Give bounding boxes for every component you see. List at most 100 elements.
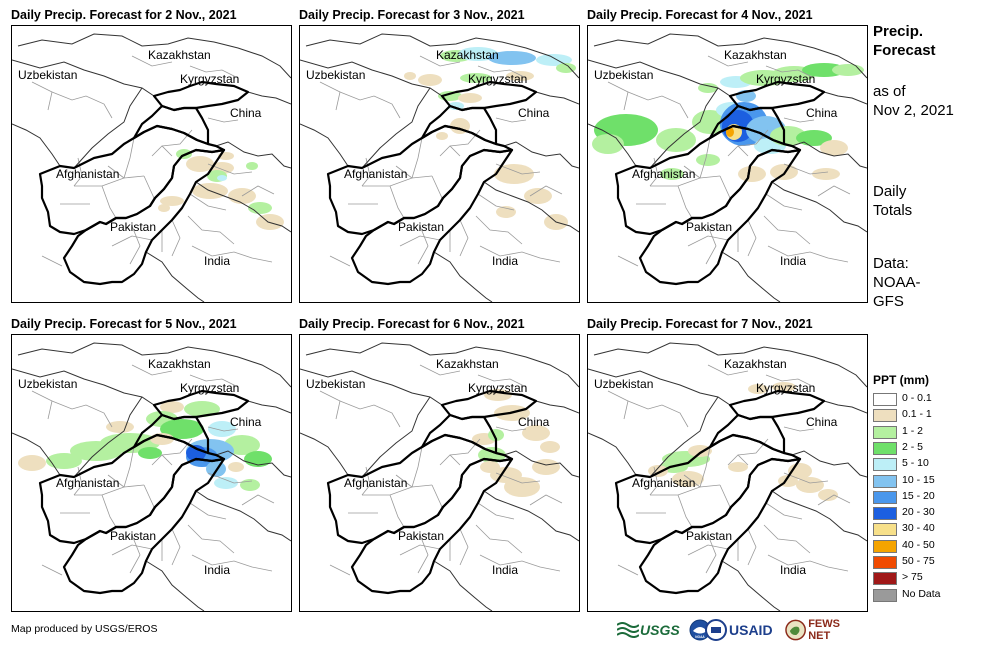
- province-boundary: [817, 494, 851, 506]
- legend-item: 1 - 2: [873, 425, 973, 441]
- province-boundary: [649, 157, 659, 187]
- province-boundary: [151, 145, 173, 157]
- legend-swatch: [873, 409, 897, 423]
- province-boundary: [74, 484, 145, 496]
- country-label-pakistan: Pakistan: [398, 220, 445, 234]
- precip-area: [796, 477, 824, 493]
- precip-area: [448, 102, 464, 110]
- usgs-wave-icon: [617, 622, 639, 638]
- country-boundary: [721, 181, 867, 302]
- map-credit: Map produced by USGS/EROS: [11, 623, 158, 635]
- country-label-india: India: [204, 563, 231, 577]
- country-label-kyrgyzstan: Kyrgyzstan: [180, 381, 240, 395]
- legend-swatch: [873, 474, 897, 488]
- province-boundary: [329, 564, 351, 576]
- country-boundary: [791, 91, 867, 169]
- province-boundary: [477, 65, 527, 79]
- precip-area: [160, 401, 184, 413]
- province-boundary: [431, 175, 443, 199]
- legend-label: 2 - 5: [902, 440, 924, 453]
- legend-label: 0 - 0.1: [902, 392, 932, 404]
- precip-map: Kazakhstan Uzbekistan Kyrgyzstan China Afgha…: [11, 25, 292, 303]
- tajikistan-outline: [708, 104, 786, 146]
- precip-area: [214, 477, 238, 489]
- province-boundary: [727, 145, 749, 157]
- precip-area: [832, 64, 864, 76]
- legend-swatch: [873, 556, 897, 569]
- usaid-seal-icon: [705, 619, 727, 641]
- legend-item: 5 - 10: [873, 457, 973, 473]
- province-boundary: [151, 454, 173, 466]
- country-label-kazakhstan: Kazakhstan: [148, 357, 211, 371]
- province-boundary: [187, 215, 235, 245]
- precip-area: [158, 204, 170, 212]
- map-canvas: [588, 342, 867, 611]
- precip-area: [660, 168, 684, 180]
- country-label-pakistan: Pakistan: [110, 529, 157, 543]
- legend-title: PPT (mm): [873, 373, 930, 387]
- province-boundary: [687, 235, 729, 247]
- tajikistan-outline: [420, 104, 498, 146]
- precip-area: [208, 421, 236, 437]
- panel-title: Daily Precip. Forecast for 5 Nov., 2021: [11, 317, 237, 331]
- country-label-uzbekistan: Uzbekistan: [18, 68, 78, 82]
- panel-title: Daily Precip. Forecast for 2 Nov., 2021: [11, 8, 237, 22]
- precip-area: [160, 196, 184, 206]
- precip-area: [70, 441, 122, 461]
- precip-area: [656, 128, 696, 152]
- province-boundary: [131, 364, 173, 376]
- precip-area: [820, 140, 848, 156]
- province-boundary: [187, 524, 235, 554]
- province-boundary: [101, 494, 117, 528]
- country-label-uzbekistan: Uzbekistan: [594, 68, 654, 82]
- province-boundary: [101, 185, 117, 219]
- province-boundary: [699, 446, 711, 488]
- province-boundary: [161, 129, 193, 147]
- precip-area: [460, 73, 492, 83]
- info-asof-line1: as of: [873, 83, 906, 100]
- precip-area: [480, 461, 500, 473]
- precip-area: [217, 175, 227, 181]
- province-boundary: [765, 65, 815, 79]
- precip-area: [540, 441, 560, 453]
- legend-item: 15 - 20: [873, 490, 973, 506]
- precip-area: [18, 455, 46, 471]
- usgs-logo: USGS: [617, 616, 687, 644]
- precip-area: [496, 206, 516, 218]
- country-boundary: [145, 490, 291, 611]
- legend-label: 40 - 50: [902, 538, 935, 551]
- precip-area: [246, 162, 258, 170]
- precip-area: [770, 126, 806, 146]
- country-boundary: [433, 181, 579, 302]
- country-boundary: [305, 33, 579, 79]
- legend-swatch: [873, 523, 897, 537]
- province-boundary: [143, 175, 155, 199]
- precip-area: [770, 164, 798, 180]
- legend-item: 2 - 5: [873, 441, 973, 457]
- legend-swatch: [873, 441, 897, 455]
- precip-area: [692, 110, 728, 134]
- province-boundary: [129, 534, 141, 574]
- province-boundary: [51, 400, 113, 428]
- country-label-china: China: [518, 415, 550, 429]
- country-label-afghanistan: Afghanistan: [344, 476, 408, 490]
- info-heading-line1: Precip.: [873, 23, 924, 40]
- province-boundary: [817, 185, 851, 197]
- info-daily-line2: Totals: [873, 202, 913, 219]
- legend-swatch: [873, 572, 897, 586]
- precip-area: [488, 51, 536, 65]
- country-label-kyrgyzstan: Kyrgyzstan: [468, 72, 528, 86]
- province-boundary: [707, 55, 749, 67]
- province-boundary: [767, 245, 849, 263]
- province-boundary: [189, 193, 227, 211]
- tajikistan-outline: [420, 413, 498, 455]
- country-label-afghanistan: Afghanistan: [632, 476, 696, 490]
- province-boundary: [131, 55, 173, 67]
- country-label-kazakhstan: Kazakhstan: [436, 357, 499, 371]
- map-canvas: [588, 33, 867, 302]
- province-boundary: [747, 219, 757, 257]
- province-boundary: [529, 185, 563, 197]
- map-canvas: [12, 342, 291, 611]
- country-label-kazakhstan: Kazakhstan: [724, 48, 787, 62]
- pakistan-outline: [638, 457, 802, 595]
